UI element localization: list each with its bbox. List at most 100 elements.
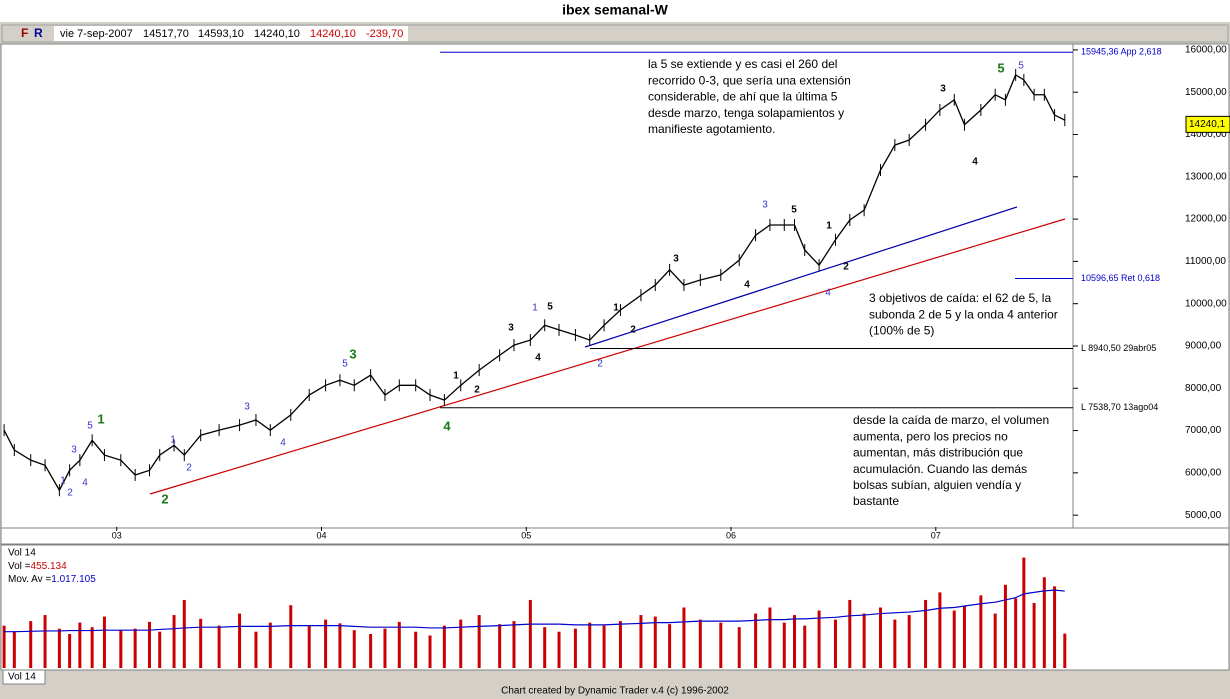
flag-f[interactable]: F — [21, 26, 28, 40]
y-tick-label: 9000,00 — [1185, 341, 1222, 352]
volume-bar — [158, 631, 162, 668]
volume-bar — [737, 627, 741, 668]
wave-label: 5 — [791, 205, 797, 216]
wave-label: 4 — [744, 280, 750, 291]
volume-bar — [1014, 598, 1018, 668]
volume-bar — [1032, 602, 1036, 668]
volume-bar — [78, 622, 82, 668]
x-axis-band — [0, 527, 1230, 545]
last-price-label: 14240,1 — [1189, 119, 1226, 130]
volume-bar — [477, 615, 481, 668]
volume-bar — [199, 618, 203, 668]
volume-bar — [879, 607, 883, 668]
chart-title: ibex semanal-W — [562, 2, 669, 18]
note-line: considerable, de ahí que la última 5 — [648, 90, 838, 104]
wave-label: 4 — [825, 288, 831, 299]
note-line: bolsas subían, alguien vendía y — [853, 478, 1021, 492]
note-line: manifieste agotamiento. — [648, 122, 775, 136]
volume-bar — [238, 613, 242, 668]
volume-bar — [397, 621, 401, 668]
wave-label: 3 — [762, 200, 768, 211]
volume-bar — [862, 613, 866, 668]
volume-bar — [12, 631, 16, 668]
wave-label: 1 — [453, 371, 459, 382]
volume-bar — [383, 628, 387, 668]
wave-label: 1 — [532, 303, 538, 314]
volume-bar — [1053, 586, 1057, 668]
volume-bar — [528, 599, 532, 668]
volume-bar — [1042, 577, 1046, 668]
legend-value: 1.017.105 — [51, 574, 96, 585]
note-line: bastante — [853, 494, 899, 508]
wave-label: 5 — [997, 60, 1004, 75]
volume-bar — [768, 607, 772, 668]
volume-bar — [2, 625, 6, 668]
volume-bar — [1003, 584, 1007, 668]
wave-label: 4 — [280, 438, 286, 449]
legend-value: 455.134 — [31, 561, 68, 572]
volume-bar — [924, 599, 928, 668]
volume-bar — [588, 622, 592, 668]
volume-bar — [459, 619, 463, 668]
price-line — [3, 73, 1066, 492]
volume-bar — [254, 631, 258, 668]
volume-bar — [352, 630, 356, 668]
footer: Chart created by Dynamic Trader v.4 (c) … — [501, 686, 729, 697]
note-line: desde marzo, tenga solapamientos y — [648, 106, 844, 120]
legend-name: Vol = — [8, 561, 31, 572]
flag-r[interactable]: R — [34, 26, 43, 40]
wave-label: 5 — [342, 359, 348, 370]
note-line: aumentan, más distribución que — [853, 446, 1023, 460]
note-line: acumulación. Cuando las demás — [853, 462, 1027, 476]
volume-bar — [993, 613, 997, 668]
volume-bar — [119, 630, 123, 668]
y-tick-label: 12000,00 — [1185, 214, 1227, 225]
wave-label: 1 — [826, 221, 832, 232]
volume-bar — [979, 595, 983, 668]
volume-bar — [68, 633, 72, 668]
y-tick-label: 5000,00 — [1185, 510, 1222, 521]
last-price-tag — [1185, 115, 1230, 133]
quote-change: -239,70 — [366, 28, 403, 40]
wave-label: 4 — [82, 478, 88, 489]
volume-bar — [217, 625, 221, 668]
volume-bar — [307, 625, 311, 668]
volume-bar — [512, 621, 516, 668]
legend-name: Mov. Av = — [8, 574, 51, 585]
volume-bar — [1022, 557, 1026, 668]
wave-label: 2 — [474, 385, 480, 396]
level-label: L 8940,50 29abr05 — [1081, 343, 1156, 353]
wave-label: 2 — [597, 359, 603, 370]
volume-bar — [133, 628, 137, 668]
x-tick-label: 06 — [726, 530, 736, 540]
volume-bar — [962, 605, 966, 668]
wave-label: 3 — [244, 402, 250, 413]
volume-tab[interactable] — [2, 669, 46, 685]
volume-bar — [428, 635, 432, 668]
moving-average — [4, 589, 1065, 633]
volume-bar — [698, 619, 702, 668]
note-line: (100% de 5) — [869, 324, 934, 338]
volume-legend: Vol =455.134 — [8, 561, 67, 572]
wave-label: 3 — [940, 84, 946, 95]
volume-bar — [803, 625, 807, 668]
wave-label: 2 — [630, 325, 636, 336]
title-bar — [0, 0, 1230, 22]
x-tick-label: 03 — [112, 530, 122, 540]
quote-date: vie 7-sep-2007 — [60, 28, 133, 40]
note-line: subonda 2 de 5 y la onda 4 anterior — [869, 307, 1058, 321]
volume-bar — [324, 619, 328, 668]
wave-label: 2 — [843, 262, 849, 273]
volume-bar — [102, 616, 106, 668]
wave-label: 3 — [673, 254, 679, 265]
note-line: desde la caída de marzo, el volumen — [853, 413, 1049, 427]
quote-low: 14240,10 — [254, 28, 300, 40]
y-tick-label: 15000,00 — [1185, 87, 1227, 98]
volume-tab-label[interactable]: Vol 14 — [8, 672, 36, 683]
volume-bar — [1063, 633, 1067, 668]
volume-bar — [653, 616, 657, 668]
wave-label: 5 — [1018, 61, 1024, 72]
volume-bar — [338, 623, 342, 668]
volume-bar — [639, 615, 643, 668]
